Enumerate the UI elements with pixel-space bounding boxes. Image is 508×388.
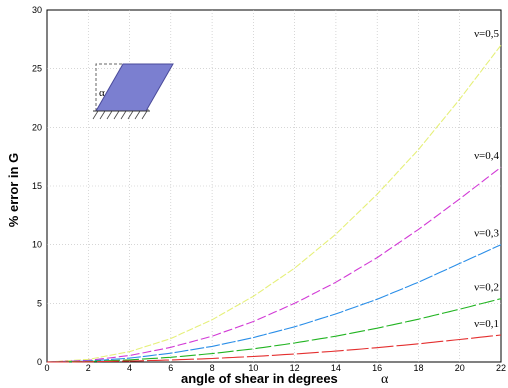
x-tick-label: 0 — [44, 363, 49, 373]
y-tick-label: 25 — [32, 64, 42, 74]
series-labels: ν=0,5 ν=0,4 ν=0,3 ν=0,2 ν=0,1 — [474, 28, 499, 330]
series-line — [46, 244, 502, 363]
series-line — [46, 166, 502, 363]
y-tick-label: 15 — [32, 181, 42, 191]
x-tick-label: 14 — [331, 363, 341, 373]
grid — [47, 10, 501, 362]
inset-alpha-label: α — [99, 87, 105, 99]
x-tick-label: 4 — [127, 363, 132, 373]
tick-labels: 0 2 4 6 8 10 12 14 16 18 20 22 0 5 10 15 20 25 30 — [32, 5, 506, 373]
series-label: ν=0,5 — [474, 28, 499, 40]
y-tick-label: 0 — [37, 357, 42, 367]
series-line — [47, 334, 502, 363]
series-label: ν=0,2 — [474, 282, 499, 294]
y-tick-label: 10 — [32, 240, 42, 250]
shear-inset: α — [92, 63, 174, 120]
y-tick-label: 20 — [32, 122, 42, 132]
x-axis-symbol: α — [381, 372, 389, 387]
inset-hatch — [92, 110, 148, 120]
x-axis-label: angle of shear in degrees — [181, 371, 338, 386]
series-label: ν=0,3 — [474, 228, 499, 240]
x-tick-label: 6 — [168, 363, 173, 373]
x-tick-label: 20 — [455, 363, 465, 373]
series-label: ν=0,1 — [474, 318, 499, 330]
y-axis-label: % error in G — [6, 153, 21, 227]
inset-sheared-block — [95, 63, 174, 112]
y-tick-label: 5 — [37, 298, 42, 308]
plot-frame — [46, 9, 502, 363]
x-tick-label: 16 — [372, 363, 382, 373]
x-tick-label: 2 — [86, 363, 91, 373]
x-tick-label: 8 — [210, 363, 215, 373]
x-tick-label: 10 — [248, 363, 258, 373]
y-tick-label: 30 — [32, 5, 42, 15]
x-tick-label: 12 — [290, 363, 300, 373]
series-line — [46, 44, 502, 363]
x-tick-label: 22 — [496, 363, 506, 373]
series-lines — [46, 44, 502, 363]
x-tick-label: 18 — [413, 363, 423, 373]
series-label: ν=0,4 — [474, 150, 499, 162]
series-line — [46, 298, 502, 363]
